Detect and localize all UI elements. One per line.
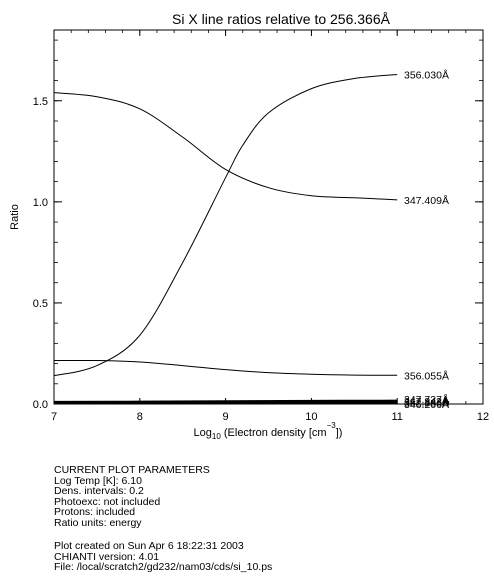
series-line [53,359,398,376]
y-axis-label: Ratio [9,204,21,230]
ratio-units: Ratio units: energy [54,516,142,529]
protons: Protons: included [54,506,136,519]
x-tick-label: 7 [51,411,57,423]
y-tick-label: 0.5 [33,298,48,310]
x-tick-label: 8 [137,411,143,423]
series-label: 352.386Å [404,397,449,410]
y-tick-label: 0.0 [33,399,48,411]
series-label: 356.030Å [404,68,449,81]
series-label: 347.727Å [404,393,449,406]
x-tick-label: 9 [223,411,229,423]
line-ratio-chart: Si X line ratios relative to 256.366Å 7 8… [9,11,489,441]
log-temp: Log Temp [K]: 6.10 [54,474,142,487]
x-axis-label: Log10 (Electron density [cm−3]) [194,421,343,441]
chianti-version: CHIANTI version: 4.01 [54,550,160,563]
series-labels: 356.030Å 347.409Å 356.055Å 347.727Å347.843Å… [404,68,449,411]
y-tick-label: 1.5 [33,96,48,108]
plot-frame [53,29,484,405]
file-path: File: /local/scratch2/gd232/nam03/cds/si… [54,561,273,574]
series-label: 347.843Å [404,395,449,408]
series-line [53,73,398,377]
chart-title: Si X line ratios relative to 256.366Å [172,11,391,27]
series-line [53,92,398,201]
params-heading: CURRENT PLOT PARAMETERS [54,464,210,476]
series-label: 347.409Å [404,194,449,207]
x-tick-label: 11 [391,411,402,423]
x-tick-label: 10 [305,411,317,423]
y-tick-label: 1.0 [33,197,48,209]
plot-parameters: CURRENT PLOT PARAMETERS Log Temp [K]: 6.… [54,465,210,529]
series-label: 346.206Å [404,398,449,411]
series-line [53,400,398,403]
series-label: 356.055Å [404,369,449,382]
density-intervals: Dens. intervals: 0.2 [54,485,144,498]
x-tick-label: 12 [477,411,489,423]
series-layer [53,73,398,405]
plot-footer: Plot created on Sun Apr 6 18:22:31 2003 … [54,541,272,573]
photoexcitation: Photoexc: not included [54,495,161,508]
created-timestamp: Plot created on Sun Apr 6 18:22:31 2003 [54,540,244,552]
